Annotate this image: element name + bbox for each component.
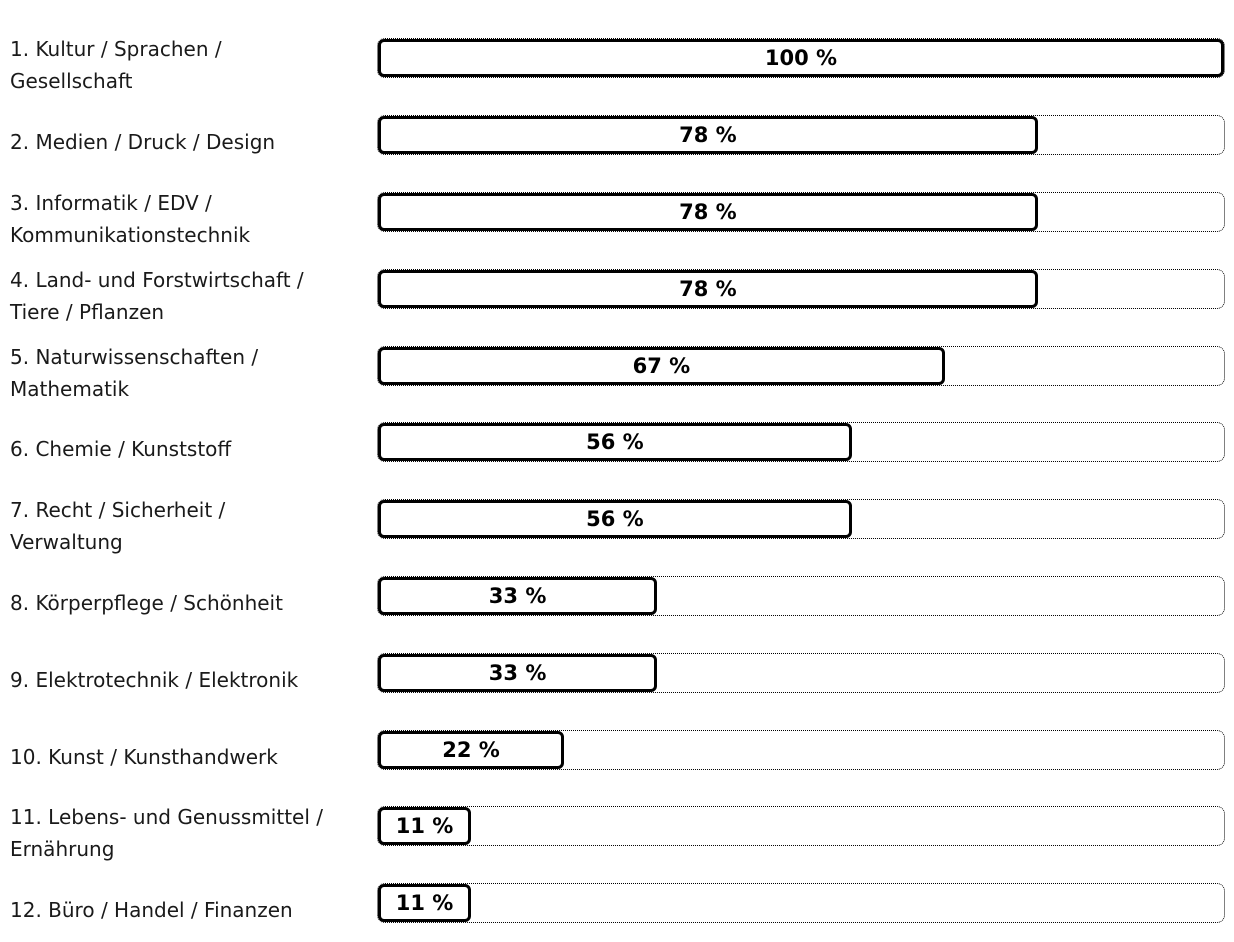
chart-row: 7. Recht / Sicherheit / Verwaltung 56 % <box>0 481 1234 558</box>
value-label: 56 % <box>586 507 644 532</box>
bar-track: 11 % <box>377 883 1225 924</box>
bar-area: 100 % <box>377 38 1225 79</box>
bar-fill: 11 % <box>378 884 472 923</box>
chart-row: 11. Lebens- und Genussmittel / Ernährung… <box>0 788 1234 865</box>
bar-track: 67 % <box>377 345 1225 386</box>
category-label: 11. Lebens- und Genussmittel / Ernährung <box>10 805 324 862</box>
chart-row: 6. Chemie / Kunststoff 56 % <box>0 404 1234 481</box>
chart-row: 10. Kunst / Kunsthandwerk 22 % <box>0 711 1234 788</box>
bar-track: 100 % <box>377 38 1225 79</box>
value-label: 78 % <box>679 123 737 148</box>
chart-row: 2. Medien / Druck / Design 78 % <box>0 97 1234 174</box>
value-label: 33 % <box>488 583 547 608</box>
bar-area: 11 % <box>377 883 1225 924</box>
chart-row: 1. Kultur / Sprachen / Gesellschaft 100 … <box>0 20 1234 97</box>
value-label: 67 % <box>632 353 691 378</box>
bar-fill: 78 % <box>378 192 1038 231</box>
value-label: 33 % <box>488 660 547 685</box>
chart-row: 5. Naturwissenschaften / Mathematik 67 % <box>0 327 1234 404</box>
bar-track: 33 % <box>377 652 1225 693</box>
bar-fill: 56 % <box>378 500 852 539</box>
category-label: 6. Chemie / Kunststoff <box>10 437 232 462</box>
bar-fill: 78 % <box>378 116 1038 155</box>
bar-fill: 33 % <box>378 653 658 692</box>
bar-area: 56 % <box>377 499 1225 540</box>
chart-row: 9. Elektrotechnik / Elektronik 33 % <box>0 634 1234 711</box>
bar-area: 78 % <box>377 191 1225 232</box>
category-label: 3. Informatik / EDV / Kommunikationstech… <box>10 190 251 247</box>
category-label: 7. Recht / Sicherheit / Verwaltung <box>10 498 226 555</box>
chart-row: 12. Büro / Handel / Finanzen 11 % <box>0 865 1234 942</box>
bar-area: 78 % <box>377 115 1225 156</box>
category-label: 12. Büro / Handel / Finanzen <box>10 898 293 923</box>
bar-area: 33 % <box>377 575 1225 616</box>
bar-fill: 78 % <box>378 269 1038 308</box>
value-label: 78 % <box>679 276 737 301</box>
value-label: 22 % <box>442 737 500 762</box>
bar-track: 56 % <box>377 422 1225 463</box>
value-label: 11 % <box>395 891 454 916</box>
value-label: 100 % <box>764 46 838 71</box>
bar-track: 78 % <box>377 268 1225 309</box>
category-label: 8. Körperpflege / Schönheit <box>10 590 283 615</box>
category-label: 10. Kunst / Kunsthandwerk <box>10 744 278 769</box>
bar-track: 22 % <box>377 729 1225 770</box>
chart-row: 8. Körperpflege / Schönheit 33 % <box>0 558 1234 635</box>
bar-chart: 1. Kultur / Sprachen / Gesellschaft 100 … <box>0 20 1234 942</box>
bar-track: 33 % <box>377 575 1225 616</box>
bar-fill: 67 % <box>378 346 945 385</box>
bar-track: 78 % <box>377 191 1225 232</box>
category-label: 9. Elektrotechnik / Elektronik <box>10 667 299 692</box>
value-label: 78 % <box>679 199 737 224</box>
category-label: 1. Kultur / Sprachen / Gesellschaft <box>10 37 222 94</box>
value-label: 56 % <box>586 430 644 455</box>
bar-fill: 22 % <box>378 730 565 769</box>
chart-row: 4. Land- und Forstwirtschaft / Tiere / P… <box>0 250 1234 327</box>
bar-area: 33 % <box>377 652 1225 693</box>
category-label: 5. Naturwissenschaften / Mathematik <box>10 344 259 401</box>
bar-track: 78 % <box>377 115 1225 156</box>
chart-row: 3. Informatik / EDV / Kommunikationstech… <box>0 174 1234 251</box>
bar-track: 11 % <box>377 806 1225 847</box>
bar-fill: 11 % <box>378 807 472 846</box>
bar-area: 67 % <box>377 345 1225 386</box>
bar-fill: 56 % <box>378 423 852 462</box>
value-label: 11 % <box>395 814 454 839</box>
bar-area: 78 % <box>377 268 1225 309</box>
bar-area: 56 % <box>377 422 1225 463</box>
bar-fill: 100 % <box>378 39 1224 78</box>
category-label: 4. Land- und Forstwirtschaft / Tiere / P… <box>10 267 304 324</box>
category-label: 2. Medien / Druck / Design <box>10 130 276 155</box>
bar-fill: 33 % <box>378 576 658 615</box>
bar-area: 11 % <box>377 806 1225 847</box>
bar-area: 22 % <box>377 729 1225 770</box>
bar-track: 56 % <box>377 499 1225 540</box>
